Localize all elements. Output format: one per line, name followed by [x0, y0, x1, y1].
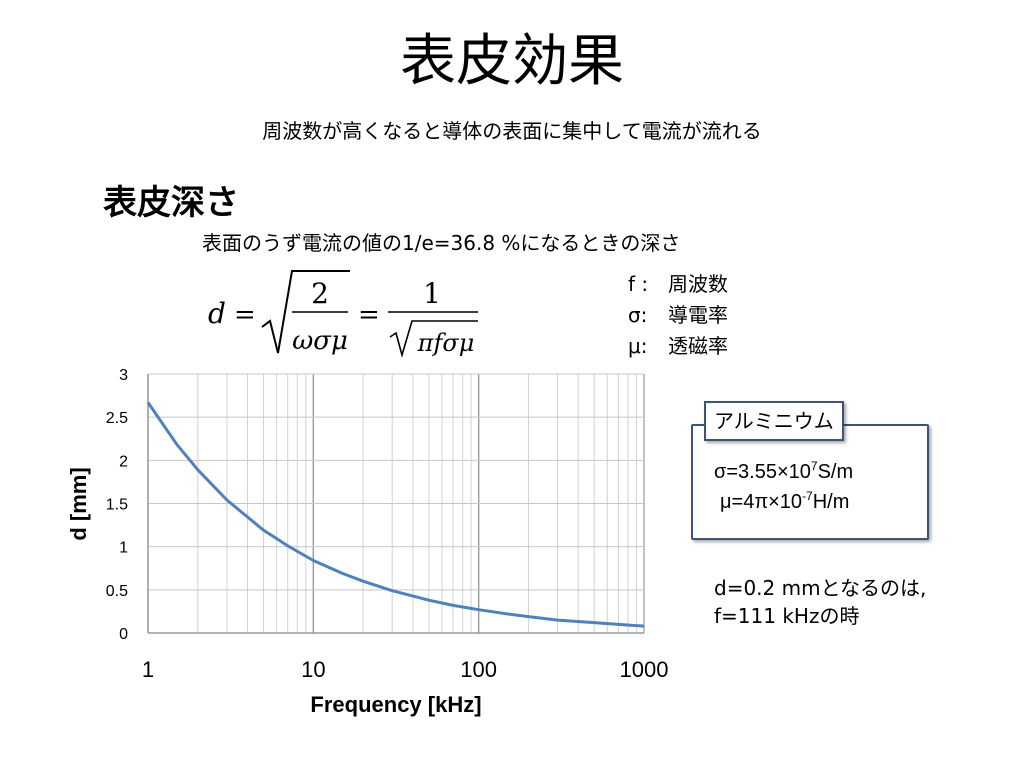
- legend-row-permeability: μ: 透磁率: [628, 332, 728, 360]
- legend-row-frequency: f : 周波数: [628, 270, 728, 298]
- sqrt-sign-2: [389, 320, 478, 358]
- x-tick-label: 10: [301, 657, 325, 682]
- conductivity-exponent: 7: [810, 459, 818, 473]
- legend-symbol: μ:: [628, 334, 648, 358]
- x-tick-label: 100: [460, 657, 497, 682]
- section-heading: 表皮深さ: [103, 183, 239, 223]
- result-note-line-2: f=111 kHzの時: [714, 604, 860, 628]
- material-conductivity: σ=3.55×107S/m: [714, 458, 853, 486]
- formula-denominator-1: ωσμ: [292, 326, 348, 356]
- x-tick-label: 1: [142, 657, 154, 682]
- y-tick-label: 2.5: [106, 410, 128, 427]
- result-note-line-1: d=0.2 mmとなるのは,: [714, 576, 927, 600]
- legend-symbol: σ:: [628, 303, 648, 327]
- chart-tick-labels: 0 0.5 1 1.5 2 2.5 3 1 10 100 1000: [106, 367, 669, 682]
- legend-meaning: 透磁率: [668, 334, 728, 358]
- slide-title: 表皮効果: [400, 29, 624, 94]
- legend-meaning: 導電率: [668, 303, 728, 327]
- slide-subtitle: 周波数が高くなると導体の表面に集中して電流が流れる: [262, 119, 762, 143]
- material-permeability: μ=4π×10-7H/m: [720, 488, 849, 516]
- material-box: [691, 424, 929, 540]
- permeability-value: μ=4π×10: [720, 491, 803, 513]
- y-tick-label: 2: [119, 453, 128, 470]
- formula-equals-2: =: [358, 300, 380, 330]
- conductivity-value: σ=3.55×10: [714, 461, 811, 483]
- chart-x-axis-label: Frequency [kHz]: [310, 692, 481, 717]
- permeability-unit: H/m: [812, 491, 850, 513]
- y-tick-label: 1.5: [106, 497, 128, 514]
- formula-equals-1: =: [234, 300, 256, 330]
- permeability-exponent: -7: [802, 489, 813, 503]
- legend-symbol: f :: [628, 272, 649, 296]
- skin-depth-curve: [146, 401, 645, 628]
- chart-y-axis-label: d [mm]: [66, 467, 91, 540]
- x-tick-label: 1000: [620, 657, 669, 682]
- formula-numerator-1: 2: [311, 277, 329, 310]
- conductivity-unit: S/m: [817, 461, 854, 483]
- chart-series: [146, 401, 645, 628]
- formula-lhs: d: [208, 297, 226, 330]
- skin-depth-chart: 00.511.522.531 10 100 1000 Frequency [kHz] …: [66, 367, 669, 717]
- legend-row-conductivity: σ: 導電率: [628, 301, 728, 329]
- chart-axes: [147, 374, 644, 634]
- formula-denominator-2: πfσμ: [417, 329, 475, 357]
- y-tick-label: 3: [119, 367, 128, 384]
- material-name: アルミニウム: [704, 401, 844, 441]
- y-tick-label: 0.5: [106, 583, 128, 600]
- y-tick-label: 0: [119, 626, 128, 643]
- sqrt-sign-1: [261, 270, 350, 354]
- definition-text: 表面のうず電流の値の1/e=36.8 %になるときの深さ: [202, 231, 681, 255]
- formula-numerator-2: 1: [423, 277, 441, 310]
- legend-meaning: 周波数: [668, 272, 728, 296]
- skin-depth-formula: d = 2 ωσμ = 1 πfσμ: [208, 270, 478, 358]
- y-tick-label: 1: [119, 540, 128, 557]
- chart-grid: [147, 373, 645, 634]
